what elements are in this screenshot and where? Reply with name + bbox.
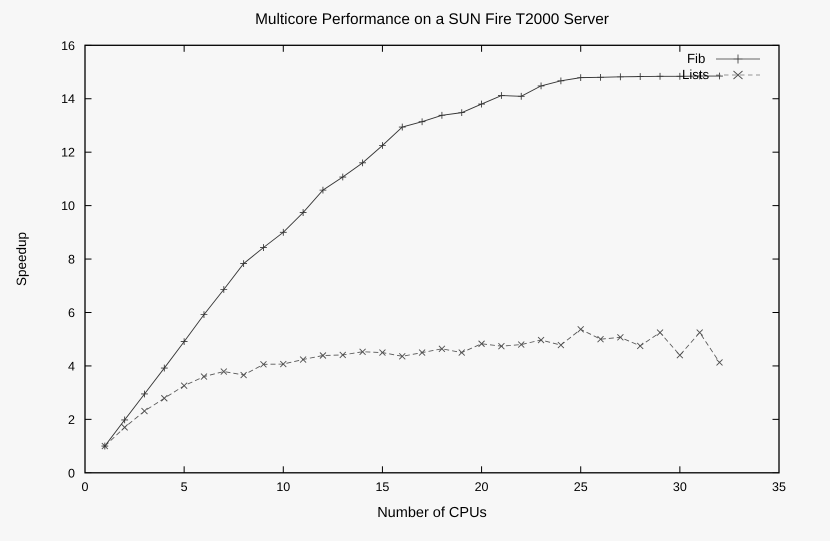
svg-text:6: 6: [68, 306, 75, 320]
svg-text:5: 5: [181, 480, 188, 494]
svg-text:8: 8: [68, 253, 75, 267]
svg-text:35: 35: [772, 480, 786, 494]
svg-text:15: 15: [375, 480, 389, 494]
svg-text:Speedup: Speedup: [14, 232, 29, 286]
svg-text:2: 2: [68, 413, 75, 427]
svg-text:14: 14: [61, 92, 75, 106]
svg-text:25: 25: [574, 480, 588, 494]
svg-text:0: 0: [68, 466, 75, 480]
svg-text:Fib: Fib: [687, 51, 705, 66]
svg-text:30: 30: [673, 480, 687, 494]
svg-text:Lists: Lists: [682, 67, 710, 82]
svg-text:12: 12: [61, 146, 75, 160]
svg-text:16: 16: [61, 39, 75, 53]
svg-text:10: 10: [276, 480, 290, 494]
svg-text:20: 20: [475, 480, 489, 494]
svg-text:4: 4: [68, 359, 75, 373]
svg-text:Multicore Performance on a SUN: Multicore Performance on a SUN Fire T200…: [255, 11, 609, 28]
svg-text:0: 0: [82, 480, 89, 494]
svg-text:10: 10: [61, 199, 75, 213]
svg-text:Number of CPUs: Number of CPUs: [377, 505, 487, 521]
